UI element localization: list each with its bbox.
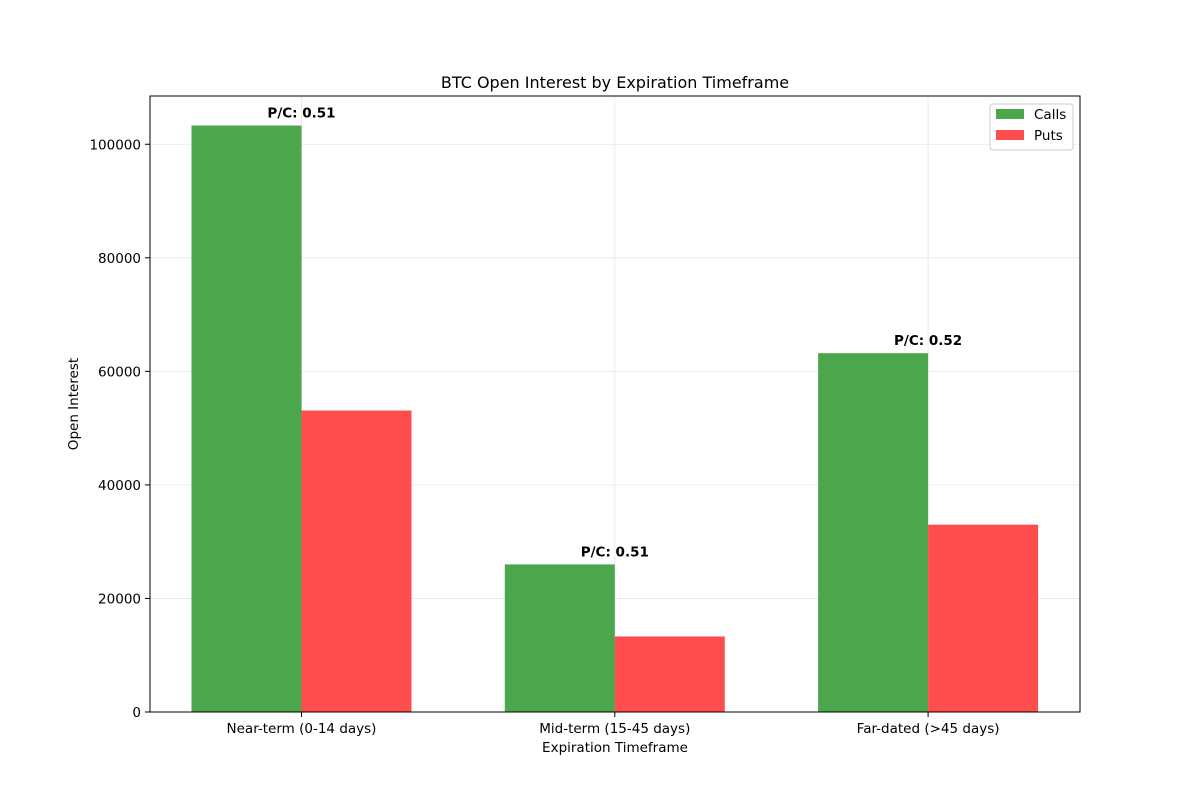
legend-label-calls: Calls [1034,107,1066,123]
legend: Calls Puts [989,103,1074,151]
y-tick-label: 100000 [89,137,141,153]
bar-puts [928,524,1039,712]
bar-calls [504,564,615,712]
bar-calls [818,353,929,712]
put-call-ratio-label: P/C: 0.52 [894,333,962,349]
bar-puts [301,410,412,712]
x-tick-label: Far-dated (>45 days) [857,721,1000,737]
y-axis-label: Open Interest [66,358,82,450]
bar-annotations: P/C: 0.51 P/C: 0.51 P/C: 0.52 [267,106,962,561]
x-tick-label: Mid-term (15-45 days) [539,721,690,737]
x-tick-label: Near-term (0-14 days) [227,721,377,737]
put-call-ratio-label: P/C: 0.51 [581,544,649,560]
y-tick-label: 60000 [98,364,141,380]
bar-calls [191,125,302,712]
put-call-ratio-label: P/C: 0.51 [267,106,335,122]
y-tick-label: 40000 [98,478,141,494]
legend-swatch-puts [996,130,1024,140]
legend-swatch-calls [996,109,1024,119]
y-tick-label: 80000 [98,251,141,267]
bars [191,125,1039,712]
chart-title: BTC Open Interest by Expiration Timefram… [441,73,789,92]
x-axis-label: Expiration Timeframe [542,740,688,756]
bar-puts [614,636,725,712]
y-tick-label: 0 [132,705,141,721]
axis-ticks: 0 20000 40000 60000 80000 100000 Near-term (0-… [89,137,999,737]
y-tick-label: 20000 [98,591,141,607]
legend-label-puts: Puts [1034,128,1063,144]
